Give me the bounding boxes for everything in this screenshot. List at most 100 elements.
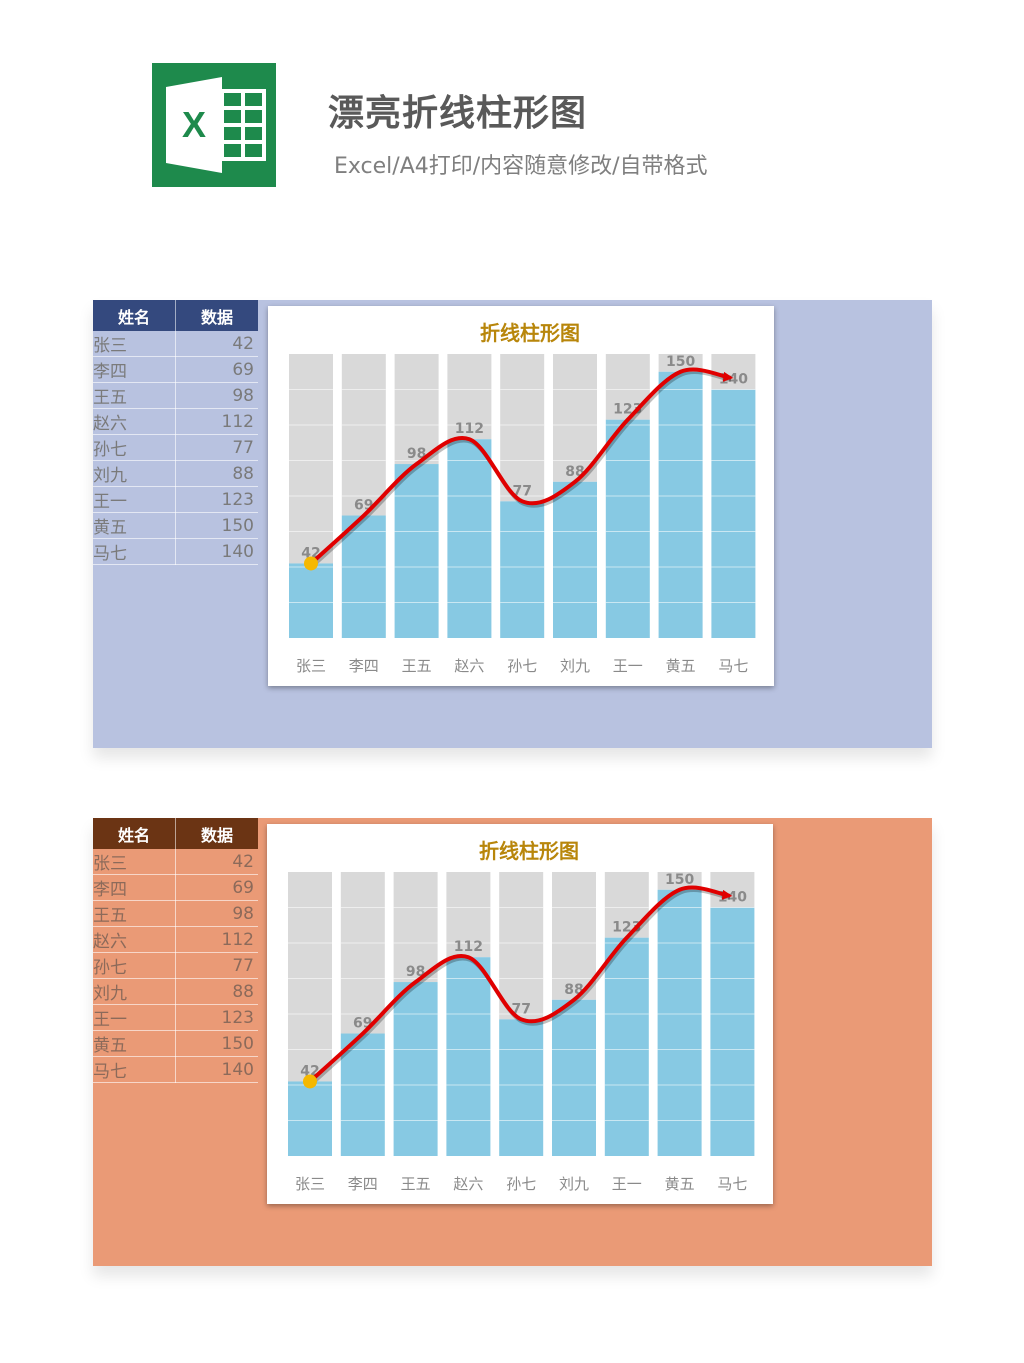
- value-cell[interactable]: 98: [175, 900, 258, 927]
- bar[interactable]: [447, 439, 492, 638]
- name-cell[interactable]: 赵六: [93, 926, 176, 953]
- table-row[interactable]: 孙七 77: [93, 952, 258, 979]
- category-label: 黄五: [665, 1175, 695, 1193]
- table-row[interactable]: 王一 123: [93, 486, 258, 513]
- category-label: 黄五: [666, 657, 696, 675]
- bar[interactable]: [657, 889, 702, 1156]
- value-cell[interactable]: 150: [175, 1030, 258, 1057]
- bar[interactable]: [446, 957, 491, 1156]
- table-row[interactable]: 王一 123: [93, 1004, 258, 1031]
- table-row[interactable]: 张三 42: [93, 331, 258, 357]
- data-table: 姓名 数据 张三 42 李四 69 王五 98 赵六 112 孙七 77 刘九 88 王一 123 黄五 15…: [93, 300, 258, 565]
- column-header-value[interactable]: 数据: [175, 818, 258, 849]
- blue-sheet-panel: 姓名 数据 张三 42 李四 69 王五 98 赵六 112 孙七 77 刘九 88 王一 123 黄五 15…: [93, 300, 932, 748]
- data-label: 77: [512, 483, 531, 499]
- bar[interactable]: [393, 982, 438, 1156]
- name-cell[interactable]: 刘九: [93, 978, 176, 1005]
- value-cell[interactable]: 123: [175, 486, 258, 513]
- value-cell[interactable]: 42: [175, 849, 258, 875]
- name-cell[interactable]: 李四: [93, 356, 176, 383]
- value-cell[interactable]: 77: [175, 952, 258, 979]
- table-row[interactable]: 刘九 88: [93, 978, 258, 1005]
- category-label: 刘九: [560, 657, 590, 675]
- table-row[interactable]: 孙七 77: [93, 434, 258, 461]
- name-cell[interactable]: 马七: [93, 538, 176, 565]
- bar[interactable]: [341, 515, 386, 638]
- name-cell[interactable]: 黄五: [93, 1030, 176, 1057]
- column-header-name[interactable]: 姓名: [93, 300, 176, 331]
- data-label: 77: [511, 1001, 530, 1017]
- value-cell[interactable]: 42: [175, 331, 258, 357]
- value-cell[interactable]: 77: [175, 434, 258, 461]
- name-cell[interactable]: 孙七: [93, 434, 176, 461]
- value-cell[interactable]: 150: [175, 512, 258, 539]
- bar[interactable]: [552, 999, 596, 1156]
- category-label: 赵六: [454, 657, 484, 675]
- bar[interactable]: [499, 1019, 544, 1156]
- bar-track: [500, 354, 545, 502]
- table-row[interactable]: 赵六 112: [93, 408, 258, 435]
- chart-title: 折线柱形图: [479, 839, 579, 863]
- data-label: 112: [454, 939, 483, 955]
- table-row[interactable]: 李四 69: [93, 356, 258, 383]
- table-row[interactable]: 马七 140: [93, 538, 258, 565]
- start-marker: [303, 1074, 317, 1089]
- value-cell[interactable]: 140: [175, 1056, 258, 1083]
- table-row[interactable]: 黄五 150: [93, 1030, 258, 1057]
- name-cell[interactable]: 马七: [93, 1056, 176, 1083]
- name-cell[interactable]: 王一: [93, 1004, 176, 1031]
- column-header-value[interactable]: 数据: [175, 300, 258, 331]
- name-cell[interactable]: 王一: [93, 486, 176, 513]
- table-row[interactable]: 张三 42: [93, 849, 258, 875]
- name-cell[interactable]: 王五: [93, 382, 176, 409]
- value-cell[interactable]: 112: [175, 926, 258, 953]
- bar-track: [658, 354, 703, 372]
- bar[interactable]: [394, 464, 439, 638]
- bar-track: [604, 872, 649, 938]
- bar-track: [288, 872, 332, 1082]
- name-cell[interactable]: 张三: [93, 331, 176, 357]
- name-cell[interactable]: 黄五: [93, 512, 176, 539]
- bar[interactable]: [658, 371, 703, 638]
- value-cell[interactable]: 123: [175, 1004, 258, 1031]
- table-row[interactable]: 赵六 112: [93, 926, 258, 953]
- trend-line[interactable]: [308, 885, 733, 1084]
- table-row[interactable]: 李四 69: [93, 874, 258, 901]
- value-cell[interactable]: 88: [175, 978, 258, 1005]
- bar[interactable]: [340, 1033, 385, 1156]
- bar[interactable]: [288, 1081, 332, 1156]
- value-cell[interactable]: 69: [175, 874, 258, 901]
- bar[interactable]: [500, 501, 545, 638]
- bar[interactable]: [604, 937, 649, 1156]
- bar[interactable]: [710, 907, 755, 1157]
- value-cell[interactable]: 88: [175, 460, 258, 487]
- value-cell[interactable]: 98: [175, 382, 258, 409]
- value-cell[interactable]: 112: [175, 408, 258, 435]
- bar[interactable]: [711, 389, 756, 639]
- name-cell[interactable]: 刘九: [93, 460, 176, 487]
- bar[interactable]: [289, 563, 333, 638]
- chart-card[interactable]: 折线柱形图 42 张三 69 李四 98 王五 112 赵六 77 孙七 88 刘九 123 王一 150 黄五…: [268, 306, 774, 686]
- name-cell[interactable]: 孙七: [93, 952, 176, 979]
- category-label: 王五: [402, 657, 432, 675]
- name-cell[interactable]: 赵六: [93, 408, 176, 435]
- bar-track: [711, 354, 756, 390]
- table-row[interactable]: 马七 140: [93, 1056, 258, 1083]
- name-cell[interactable]: 张三: [93, 849, 176, 875]
- table-row[interactable]: 王五 98: [93, 382, 258, 409]
- name-cell[interactable]: 王五: [93, 900, 176, 927]
- trend-line[interactable]: [309, 367, 734, 566]
- category-label: 刘九: [559, 1175, 589, 1193]
- excel-logo: X: [152, 63, 276, 187]
- value-cell[interactable]: 140: [175, 538, 258, 565]
- name-cell[interactable]: 李四: [93, 874, 176, 901]
- table-row[interactable]: 黄五 150: [93, 512, 258, 539]
- table-row[interactable]: 王五 98: [93, 900, 258, 927]
- table-row[interactable]: 刘九 88: [93, 460, 258, 487]
- column-header-name[interactable]: 姓名: [93, 818, 176, 849]
- bar[interactable]: [553, 481, 597, 638]
- chart-card[interactable]: 折线柱形图 42 张三 69 李四 98 王五 112 赵六 77 孙七 88 刘九 123 王一 150 黄五…: [267, 824, 773, 1204]
- orange-sheet-panel: 姓名 数据 张三 42 李四 69 王五 98 赵六 112 孙七 77 刘九 88 王一 123 黄五 15…: [93, 818, 932, 1266]
- value-cell[interactable]: 69: [175, 356, 258, 383]
- bar[interactable]: [605, 419, 650, 638]
